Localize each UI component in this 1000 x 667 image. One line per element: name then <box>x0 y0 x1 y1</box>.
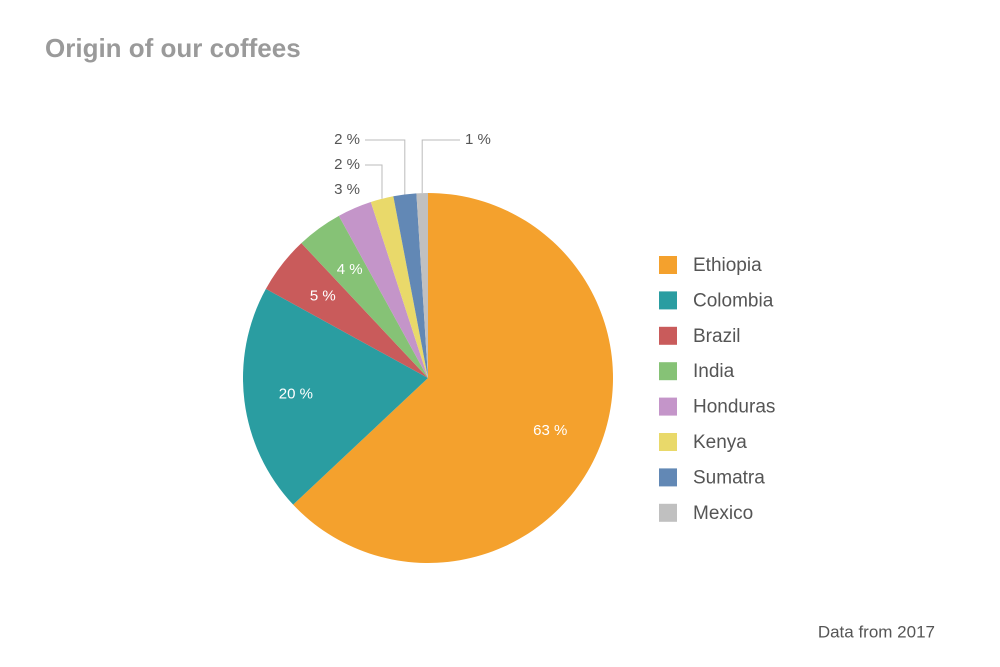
pie-slice <box>416 193 428 378</box>
pie-slice <box>338 202 428 378</box>
legend-label: Ethiopia <box>693 255 762 276</box>
pie-slice <box>293 193 613 563</box>
legend-label: Sumatra <box>693 467 765 488</box>
legend-swatch <box>659 468 677 487</box>
data-label: 20 % <box>279 386 313 403</box>
data-label: 2 % <box>334 131 360 148</box>
data-label: 1 % <box>465 131 491 148</box>
legend-swatch <box>659 291 677 310</box>
legend-label: Brazil <box>693 326 741 347</box>
legend-swatch <box>659 503 677 522</box>
leader-line <box>365 139 406 195</box>
legend-label: Mexico <box>693 503 753 524</box>
legend-label: Kenya <box>693 432 747 453</box>
legend-swatch <box>659 256 677 274</box>
caption: Data from 2017 <box>818 622 935 641</box>
data-label: 4 % <box>337 261 363 278</box>
data-label: 3 % <box>334 181 360 198</box>
chart-title: Origin of our coffees <box>45 33 301 63</box>
legend-swatch <box>659 326 677 345</box>
data-label: 2 % <box>334 156 360 173</box>
leader-line <box>421 139 460 194</box>
pie-slice <box>265 243 428 378</box>
data-label: 5 % <box>310 287 336 304</box>
pie-slice <box>301 215 428 378</box>
legend-label: Honduras <box>693 397 775 418</box>
legend-swatch <box>659 397 677 416</box>
pie-slice <box>393 193 428 378</box>
pie-slice <box>370 196 428 378</box>
legend-label: Colombia <box>693 290 774 311</box>
legend-swatch <box>659 362 677 381</box>
legend-label: India <box>693 361 735 382</box>
pie-slice <box>243 288 428 505</box>
legend-swatch <box>659 433 677 451</box>
leader-line <box>365 164 383 199</box>
data-label: 63 % <box>533 422 567 439</box>
